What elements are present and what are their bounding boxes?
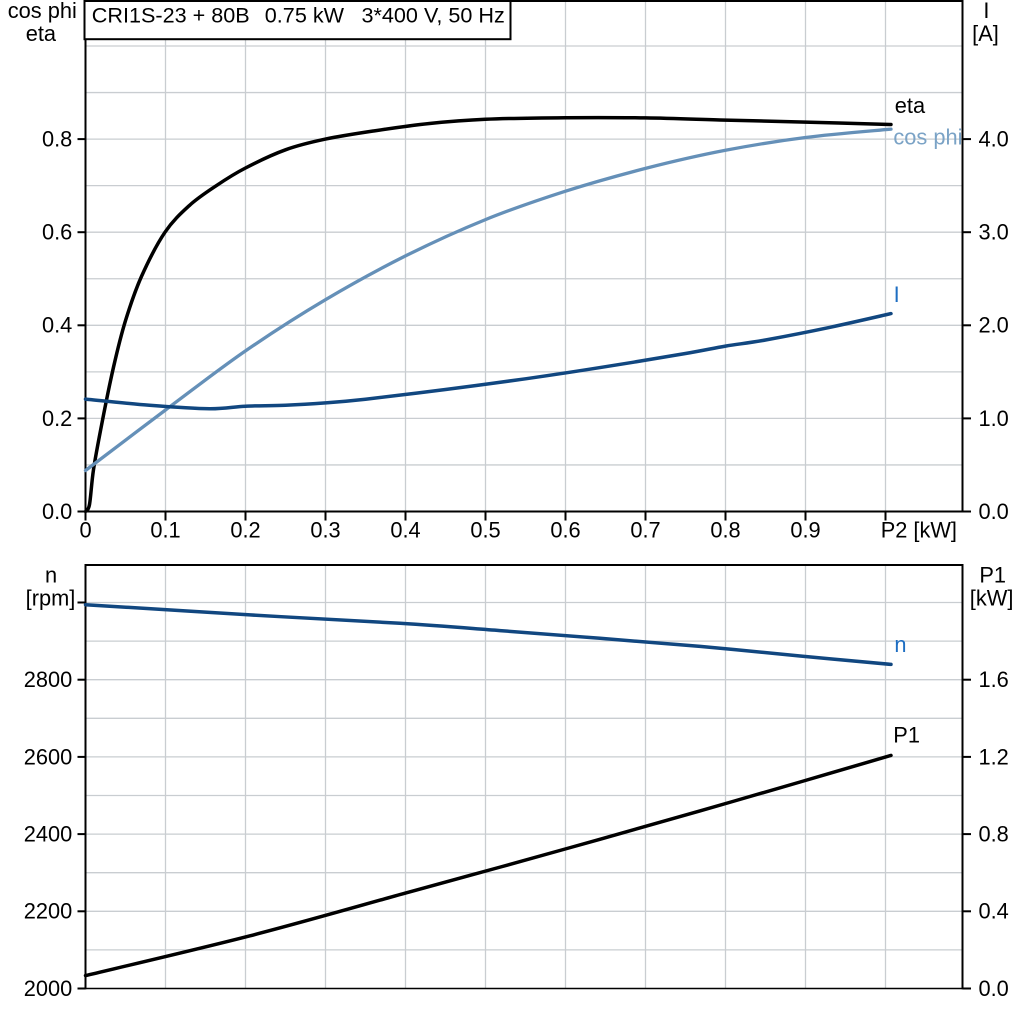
svg-text:0.7: 0.7 [630,518,660,543]
svg-text:0.1: 0.1 [150,518,180,543]
svg-text:1.0: 1.0 [979,406,1009,431]
svg-text:0.8: 0.8 [710,518,740,543]
svg-text:I: I [983,0,989,23]
svg-text:0.0: 0.0 [979,499,1009,524]
svg-text:[kW]: [kW] [970,586,1014,611]
svg-text:3.0: 3.0 [979,220,1009,245]
svg-text:0.8: 0.8 [979,822,1009,847]
svg-text:1.2: 1.2 [979,744,1009,769]
svg-text:0.6: 0.6 [550,518,580,543]
svg-text:2200: 2200 [24,899,73,924]
svg-text:0.2: 0.2 [42,406,72,431]
svg-text:0.2: 0.2 [230,518,260,543]
svg-text:1.6: 1.6 [979,667,1009,692]
svg-text:P1: P1 [893,723,920,748]
svg-text:I: I [894,282,900,307]
svg-text:[rpm]: [rpm] [26,586,76,611]
svg-text:2400: 2400 [24,822,73,847]
svg-text:0.8: 0.8 [42,127,72,152]
svg-text:0.4: 0.4 [979,899,1009,924]
svg-text:eta: eta [895,93,926,118]
svg-text:3*400 V, 50 Hz: 3*400 V, 50 Hz [362,2,505,27]
svg-text:cos phi: cos phi [8,0,77,23]
svg-text:0.0: 0.0 [42,499,72,524]
svg-text:0.4: 0.4 [390,518,420,543]
svg-text:n: n [45,563,57,588]
svg-text:0.6: 0.6 [42,220,72,245]
svg-text:0.5: 0.5 [470,518,500,543]
svg-text:0: 0 [79,518,91,543]
svg-text:0.9: 0.9 [790,518,820,543]
svg-text:4.0: 4.0 [979,127,1009,152]
svg-text:eta: eta [26,21,57,46]
svg-text:2000: 2000 [24,976,73,1001]
svg-text:0.3: 0.3 [310,518,340,543]
svg-text:P1: P1 [979,563,1006,588]
svg-text:0.0: 0.0 [979,976,1009,1001]
svg-text:[A]: [A] [972,21,999,46]
svg-text:n: n [894,632,906,657]
svg-text:2800: 2800 [24,667,73,692]
svg-text:0.75 kW: 0.75 kW [265,2,345,27]
svg-text:CRI1S-23 + 80B: CRI1S-23 + 80B [92,2,250,27]
svg-text:cos phi: cos phi [893,125,962,150]
svg-text:0.4: 0.4 [42,313,72,338]
svg-text:P2 [kW]: P2 [kW] [881,518,957,543]
svg-text:2600: 2600 [24,744,73,769]
svg-text:2.0: 2.0 [979,313,1009,338]
